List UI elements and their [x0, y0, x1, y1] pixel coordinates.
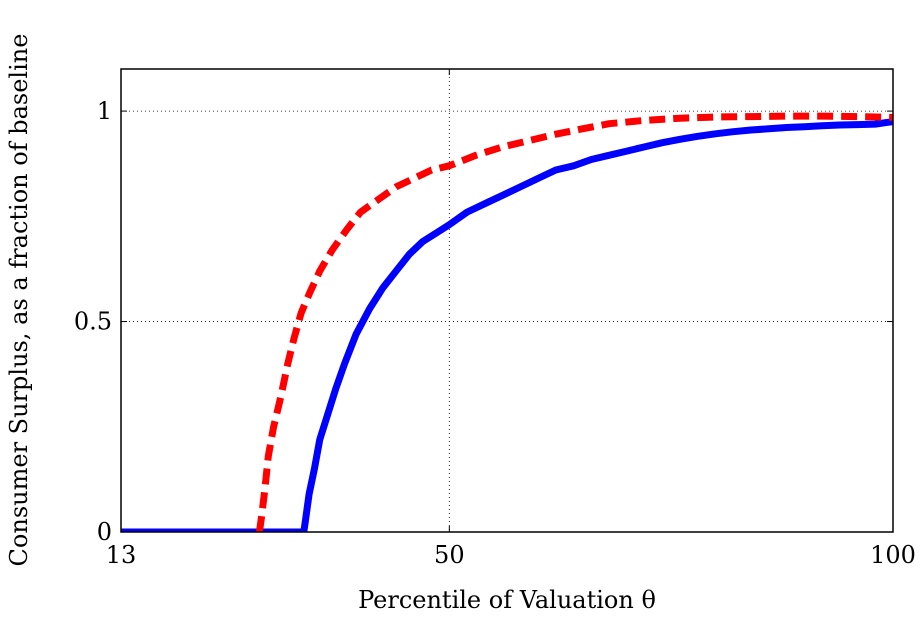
plot-series	[121, 112, 893, 532]
y-tick-label: 1	[97, 97, 112, 125]
x-tick-label: 100	[870, 541, 916, 569]
x-tick-label: 50	[434, 541, 465, 569]
y-tick-label: 0	[97, 518, 112, 546]
solid-series-line	[121, 118, 893, 532]
grid-lines	[121, 69, 893, 532]
tick-marks	[120, 69, 894, 533]
y-axis-label: Consumer Surplus, as a fraction of basel…	[5, 34, 33, 567]
axes-frame	[120, 68, 894, 533]
y-tick-label: 0.5	[74, 308, 112, 336]
dashed-series-line	[255, 112, 893, 532]
tick-labels: 13 50 100 0 0.5 1	[74, 97, 916, 569]
x-axis-label: Percentile of Valuation θ	[358, 586, 656, 614]
x-tick-label: 13	[106, 541, 137, 569]
